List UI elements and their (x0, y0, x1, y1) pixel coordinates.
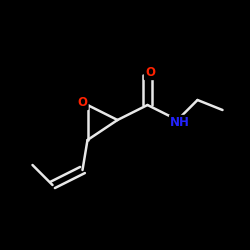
Text: NH: NH (170, 116, 190, 129)
Text: O: O (78, 96, 88, 109)
Text: O: O (145, 66, 155, 79)
